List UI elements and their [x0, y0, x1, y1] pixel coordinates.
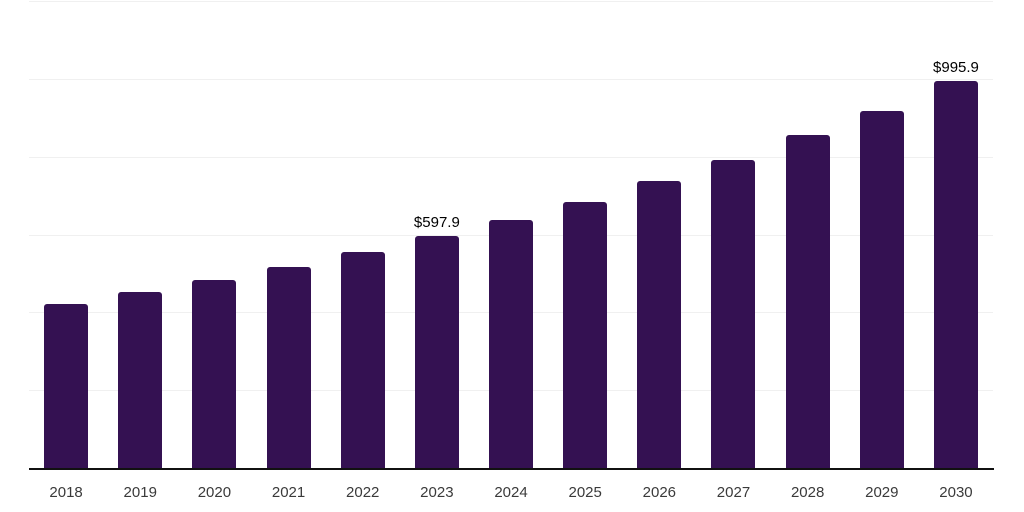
gridline-1200: [29, 1, 993, 2]
data-label-2030: $995.9: [933, 59, 979, 77]
bar-2030: $995.9: [933, 59, 979, 469]
bar-slot-2029: [845, 2, 919, 469]
bar-slot-2027: [696, 2, 770, 469]
bar-slot-2026: [622, 2, 696, 469]
bar-2020: [192, 280, 237, 469]
bar-slot-2030: $995.9: [919, 2, 993, 469]
bar-slot-2025: [548, 2, 622, 469]
bar-2027: [711, 159, 756, 469]
gridline-800: [29, 156, 993, 158]
bar-slot-2028: [771, 2, 845, 469]
bar-2022: [340, 251, 385, 469]
bar-series: $597.9 $995.9: [29, 2, 993, 469]
x-tick-label-2019: 2019: [123, 484, 157, 501]
bar-2019: [118, 291, 163, 469]
x-tick-label-2020: 2020: [197, 484, 232, 501]
x-tick-label-2018: 2018: [49, 484, 83, 501]
x-tick-label-2028: 2028: [790, 484, 825, 501]
bar-slot-2020: [177, 2, 251, 469]
bar-slot-2021: [251, 2, 325, 469]
bar-2021: [266, 266, 311, 469]
bar-slot-2024: [474, 2, 548, 469]
bar-2025: [563, 201, 608, 469]
bar-2023: $597.9: [414, 214, 460, 469]
x-tick-label-2022: 2022: [346, 484, 380, 501]
x-tick-label-2030: 2030: [939, 484, 973, 501]
x-axis-tick-labels: 2018 2019 2020 2021 2022 2023 2024 2025 2026 2027…: [29, 484, 993, 502]
chart-plot-area: $597.9 $995.9: [29, 1, 993, 469]
x-tick-label-2029: 2029: [865, 484, 899, 501]
x-tick-label-2024: 2024: [494, 484, 528, 501]
bar-2018: [44, 303, 89, 469]
bar-slot-2023: $597.9: [400, 2, 474, 469]
bar-2026: [637, 181, 682, 469]
bar-2029: [859, 110, 904, 469]
bar-slot-2018: [29, 2, 103, 469]
bar-slot-2019: [103, 2, 177, 469]
gridline-1000: [29, 78, 993, 80]
x-tick-label-2027: 2027: [716, 484, 751, 501]
x-tick-label-2025: 2025: [568, 484, 602, 501]
bar-2024: [489, 219, 534, 469]
x-tick-label-2026: 2026: [642, 484, 677, 501]
bar-slot-2022: [326, 2, 400, 469]
x-tick-label-2023: 2023: [420, 484, 454, 501]
x-tick-label-2021: 2021: [271, 484, 306, 501]
x-axis-line: [29, 468, 994, 470]
data-label-2023: $597.9: [413, 214, 460, 232]
bar-2028: [785, 135, 830, 469]
